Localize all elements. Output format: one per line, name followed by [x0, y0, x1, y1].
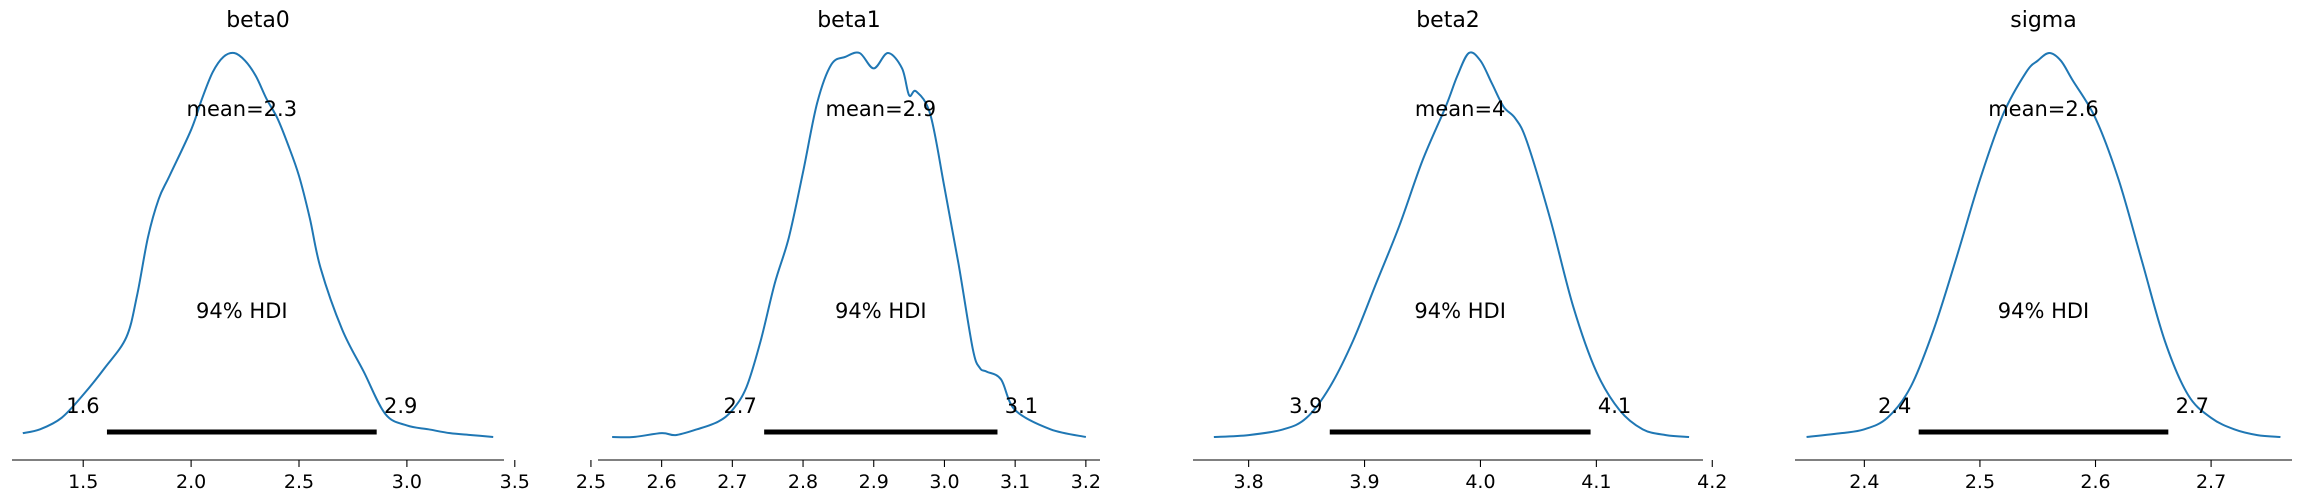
hdi-high-label: 4.1 — [1598, 394, 1631, 418]
mean-label: mean=2.9 — [826, 97, 937, 121]
plot-title: beta1 — [817, 8, 881, 33]
density-line — [22, 51, 494, 438]
mean-label: mean=4 — [1415, 97, 1506, 121]
x-tick-label: 2.5 — [1965, 471, 1995, 493]
x-tick-label: 2.5 — [284, 471, 314, 493]
x-tick-label: 3.8 — [1234, 471, 1264, 493]
panel-beta2: beta2 3.8 3.9 4.0 4.1 4.2 3.9 4.1 94% HDI mean=4 — [1193, 8, 1727, 493]
mean-label: mean=2.6 — [1988, 97, 2099, 121]
x-tick-label: 3.5 — [500, 471, 530, 493]
x-tick-label: 2.8 — [788, 471, 818, 493]
x-tick-label: 2.7 — [2196, 471, 2226, 493]
x-tick-label: 2.5 — [576, 471, 606, 493]
hdi-text: 94% HDI — [835, 299, 927, 323]
x-tick-label: 2.7 — [717, 471, 747, 493]
hdi-low-label: 3.9 — [1289, 394, 1322, 418]
hdi-low-label: 2.4 — [1878, 394, 1911, 418]
panel-sigma: sigma 2.4 2.5 2.6 2.7 2.4 2.7 94% HDI mean=2.6 — [1795, 8, 2292, 493]
x-tick-label: 2.6 — [647, 471, 677, 493]
plot-title: beta0 — [226, 8, 290, 33]
hdi-high-label: 2.7 — [2176, 394, 2209, 418]
hdi-high-label: 3.1 — [1005, 394, 1038, 418]
x-tick-label: 3.1 — [1000, 471, 1030, 493]
panel-beta0: beta0 1.5 2.0 2.5 3.0 3.5 1.6 2.9 94% HDI mean=2.… — [12, 8, 530, 493]
x-tick-label: 3.0 — [929, 471, 959, 493]
x-tick-label: 3.9 — [1349, 471, 1379, 493]
x-tick-label: 4.0 — [1465, 471, 1495, 493]
x-tick-label: 1.5 — [68, 471, 98, 493]
mean-label: mean=2.3 — [187, 97, 298, 121]
x-tick-label: 3.0 — [392, 471, 422, 493]
density-line — [1213, 51, 1690, 438]
x-tick-label: 4.1 — [1581, 471, 1611, 493]
x-tick-label: 2.6 — [2080, 471, 2110, 493]
plot-title: beta2 — [1416, 8, 1480, 33]
density-line — [612, 51, 1087, 439]
x-tick-label: 2.4 — [1849, 471, 1879, 493]
panel-beta1: beta1 2.5 2.6 2.7 2.8 2.9 3.0 3.1 3.2 2.7 3.1 94% H… — [576, 8, 1101, 493]
hdi-text: 94% HDI — [196, 299, 288, 323]
x-tick-label: 2.0 — [176, 471, 206, 493]
hdi-text: 94% HDI — [1998, 299, 2090, 323]
hdi-high-label: 2.9 — [384, 394, 417, 418]
hdi-text: 94% HDI — [1414, 299, 1506, 323]
plot-title: sigma — [2010, 8, 2076, 33]
x-tick-label: 2.9 — [859, 471, 889, 493]
hdi-low-label: 1.6 — [66, 394, 99, 418]
hdi-low-label: 2.7 — [723, 394, 756, 418]
x-tick-label: 4.2 — [1697, 471, 1727, 493]
x-tick-label: 3.2 — [1071, 471, 1101, 493]
density-line — [1806, 51, 2281, 438]
